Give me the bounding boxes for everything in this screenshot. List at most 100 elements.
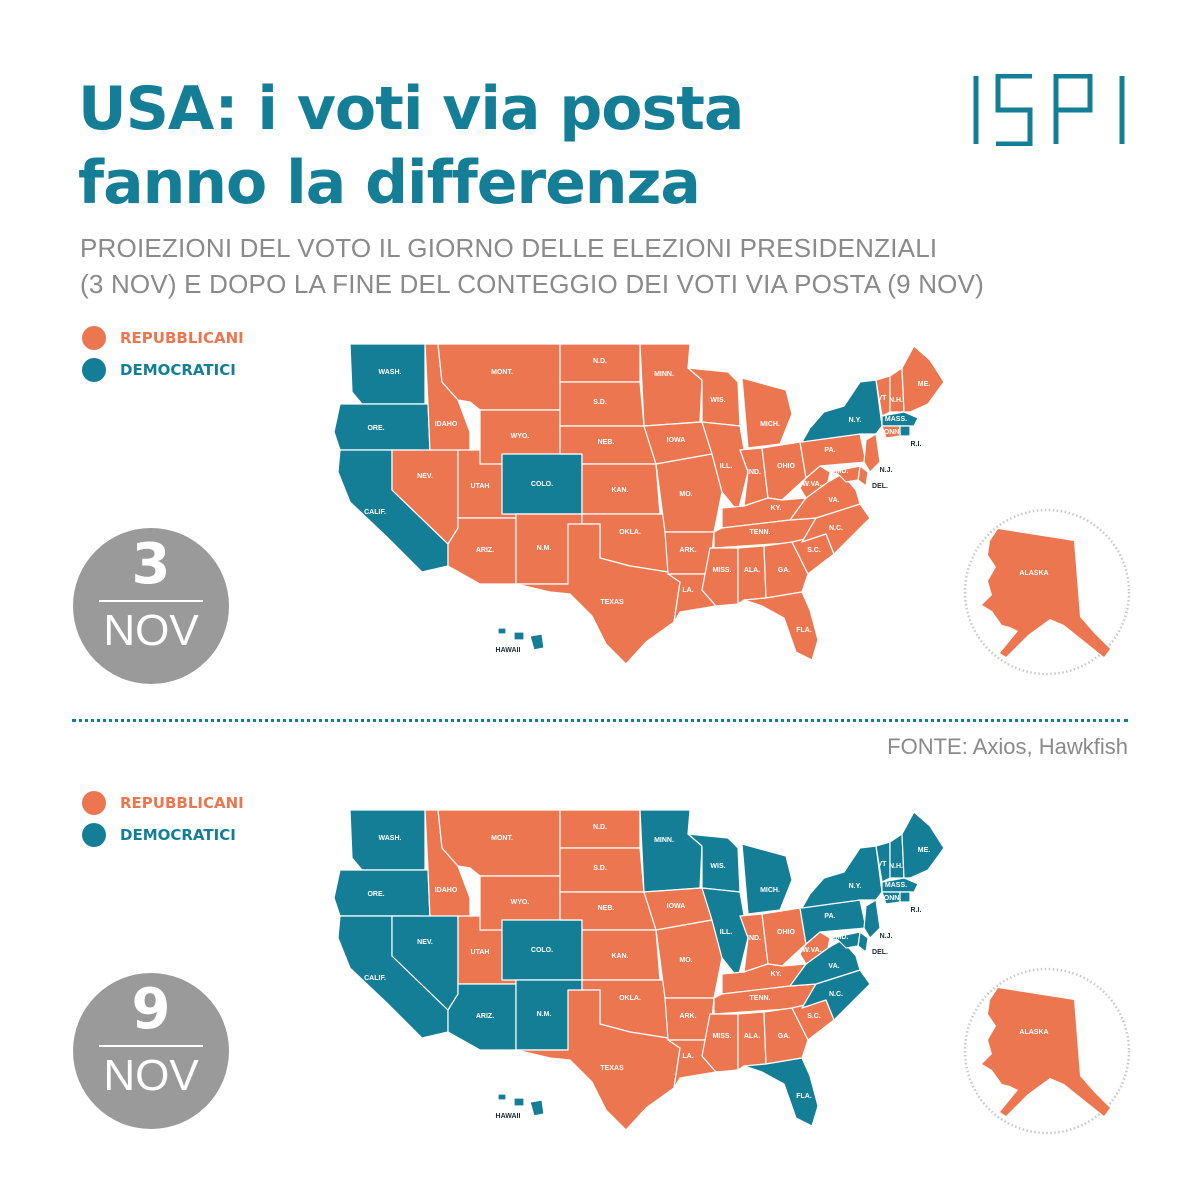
state-hawaii	[497, 627, 545, 651]
state-label-utah: UTAH	[471, 949, 490, 956]
state-label-ala: ALA.	[744, 567, 760, 574]
state-mo	[655, 453, 723, 533]
state-label-wis: WIS.	[710, 397, 725, 404]
state-label-colo: COLO.	[531, 947, 553, 954]
state-label-ga: GA.	[778, 567, 791, 574]
state-label-wva: W.VA.	[802, 481, 821, 488]
state-label-alaska: ALASKA	[1019, 1029, 1048, 1036]
state-label-nc: N.C.	[829, 525, 843, 532]
legend-bottom: REPUBBLICANI DEMOCRATICI	[82, 787, 244, 851]
state-label-nev: NEV.	[417, 473, 433, 480]
state-label-wash: WASH.	[379, 369, 402, 376]
state-label-ill: ILL.	[720, 463, 732, 470]
state-miss	[701, 1013, 739, 1073]
state-ohio	[761, 441, 807, 501]
state-me	[901, 811, 945, 879]
state-label-ga: GA.	[778, 1033, 791, 1040]
state-label-idaho: IDAHO	[435, 421, 458, 428]
date-badge-divider	[99, 1045, 203, 1047]
state-label-nev: NEV.	[417, 939, 433, 946]
state-label-nh: N.H.	[889, 397, 903, 404]
state-label-ariz: ARIZ.	[476, 1013, 494, 1020]
state-label-colo: COLO.	[531, 481, 553, 488]
state-label-md: MD.	[836, 934, 849, 941]
state-label-me: ME.	[918, 847, 931, 854]
state-label-kan: KAN.	[611, 487, 628, 494]
state-label-mo: MO.	[679, 957, 692, 964]
title-line-1: USA: i voti via posta	[78, 74, 744, 144]
state-label-fla: FLA.	[796, 1093, 812, 1100]
state-label-ill: ILL.	[720, 929, 732, 936]
state-ga	[763, 1007, 809, 1065]
state-label-texas: TEXAS	[600, 1065, 624, 1072]
section-divider	[72, 719, 1128, 722]
alaska-inset-ring	[963, 967, 1131, 1135]
page-subtitle: PROIEZIONI DEL VOTO IL GIORNO DELLE ELEZ…	[80, 230, 1140, 302]
state-label-miss: MISS.	[712, 567, 731, 574]
state-ri	[899, 891, 911, 903]
state-label-mich: MICH.	[760, 421, 780, 428]
alaska-inset-nov-3: ALASKA	[963, 508, 1131, 676]
state-ny	[801, 379, 883, 443]
state-label-pa: PA.	[824, 913, 835, 920]
state-fla	[743, 1057, 819, 1127]
date-badge-day: 3	[131, 532, 171, 597]
state-mo	[655, 919, 723, 999]
state-label-mont: MONT.	[491, 835, 513, 842]
state-label-ohio: OHIO	[777, 463, 795, 470]
subtitle-line-2: (3 NOV) E DOPO LA FINE DEL CONTEGGIO DEI…	[80, 269, 985, 299]
state-label-mass: MASS.	[885, 882, 907, 889]
state-label-iowa: IOWA	[667, 437, 686, 444]
state-label-calif: CALIF.	[364, 975, 386, 982]
alaska-inset-ring	[963, 508, 1131, 676]
state-label-kan: KAN.	[611, 953, 628, 960]
state-label-ind: IND.	[747, 935, 761, 942]
state-label-mont: MONT.	[491, 369, 513, 376]
state-label-hawaii: HAWAII	[496, 647, 521, 654]
state-label-nh: N.H.	[889, 863, 903, 870]
state-label-neb: NEB.	[598, 439, 615, 446]
state-label-hawaii: HAWAII	[496, 1113, 521, 1120]
state-label-nc: N.C.	[829, 991, 843, 998]
source-note: FONTE: Axios, Hawkfish	[887, 734, 1128, 759]
state-label-wva: W.VA.	[802, 947, 821, 954]
state-label-sc: S.C.	[807, 547, 821, 554]
state-label-del: DEL.	[872, 949, 888, 956]
state-me	[901, 345, 945, 413]
legend-top: REPUBBLICANI DEMOCRATICI	[82, 322, 244, 386]
state-label-fla: FLA.	[796, 627, 812, 634]
state-md	[829, 465, 861, 483]
state-label-ore: ORE.	[367, 891, 384, 898]
state-ny	[801, 845, 883, 909]
state-label-ky: KY.	[771, 505, 782, 512]
state-miss	[701, 547, 739, 607]
state-nj	[863, 899, 881, 939]
state-label-la: LA.	[682, 587, 693, 594]
legend-item-democrats: DEMOCRATICI	[82, 354, 244, 386]
state-label-minn: MINN.	[654, 837, 674, 844]
ispi-logo-icon	[973, 74, 1125, 146]
state-label-va: VA.	[828, 963, 839, 970]
state-label-nj: N.J.	[880, 933, 893, 940]
state-mass	[881, 877, 919, 893]
state-fla	[743, 591, 819, 661]
state-label-nd: N.D.	[593, 358, 607, 365]
state-label-nm: N.M.	[537, 545, 552, 552]
state-label-wyo: WYO.	[511, 899, 530, 906]
state-label-ny: N.Y.	[849, 883, 862, 890]
republican-swatch-icon	[82, 791, 106, 815]
us-map-nov-9: WASH. ORE. CALIF. IDAHO NEV. UTAH ARIZ. MONT. WY…	[333, 809, 945, 1131]
state-label-ore: ORE.	[367, 425, 384, 432]
state-label-okla: OKLA.	[619, 995, 641, 1002]
state-label-vt: VT	[878, 861, 888, 868]
legend-item-republicans: REPUBBLICANI	[82, 322, 244, 354]
state-label-ariz: ARIZ.	[476, 547, 494, 554]
state-label-idaho: IDAHO	[435, 887, 458, 894]
state-label-sd: S.D.	[593, 865, 607, 872]
state-nj	[863, 433, 881, 473]
state-label-conn: CONN.	[879, 429, 902, 436]
state-ri	[899, 425, 911, 437]
legend-item-democrats: DEMOCRATICI	[82, 819, 244, 851]
state-label-del: DEL.	[872, 483, 888, 490]
state-hawaii	[497, 1093, 545, 1117]
